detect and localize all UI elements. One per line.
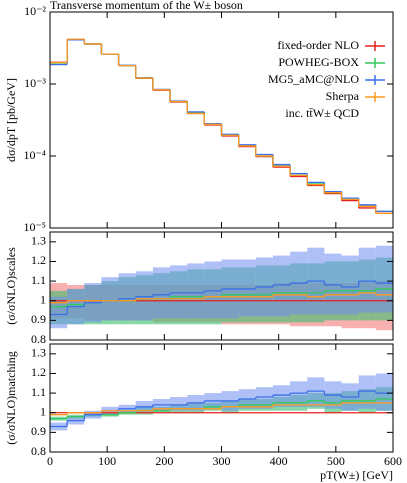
uncertainty-band [324,253,342,315]
y-tick-label: 0.8 [31,332,46,346]
uncertainty-band [272,385,291,407]
y-tick-label: 10⁻⁴ [23,148,46,162]
uncertainty-band [135,271,153,321]
y-tick-label: 1 [40,292,46,306]
y-tick-label: 1 [40,404,46,418]
uncertainty-band [358,247,376,313]
panel: 10⁻⁵ 10⁻⁴ 10⁻³ 10⁻² dσ/dpT [pb/GeV] Transvers… [4,0,394,234]
x-tick-label: 500 [327,454,345,468]
y-tick-label: 10⁻⁵ [23,220,46,234]
uncertainty-band [101,277,119,321]
y-axis-label: dσ/dpT [pb/GeV] [4,78,18,162]
uncertainty-band [307,377,325,407]
y-tick-label: 1.3 [31,234,46,248]
y-tick-label: 1.1 [31,273,46,287]
uncertainty-band [152,267,171,319]
x-tick-label: 400 [270,454,288,468]
y-tick-label: 0.9 [31,312,46,326]
uncertainty-band [375,373,393,411]
legend-label: MG5_aMC@NLO [268,72,359,86]
y-tick-label: 0.8 [31,444,46,458]
legend-label: Sherpa [326,89,360,103]
uncertainty-band [272,255,291,317]
uncertainty-band [375,245,393,313]
panel: 0.8 0.9 1 1.1 1.2 1.3 (σ/σNLO)scales [4,231,394,346]
y-axis-label: (σ/σNLO)matching [4,351,18,445]
legend-label: POWHEG-BOX [278,55,359,69]
legend-note: inc. tt̄W± QCD [285,106,359,120]
panel: 0.8 0.9 1 1.1 1.2 1.3 0 100 200 300 400 500 600 (σ/σN… [4,343,402,482]
x-tick-label: 200 [155,454,173,468]
x-tick-label: 600 [384,454,402,468]
x-tick-label: 300 [213,454,231,468]
uncertainty-band [341,255,359,315]
legend-label: fixed-order NLO [277,38,359,52]
chart-title: Transverse momentum of the W± boson [50,0,243,12]
uncertainty-band [118,273,136,321]
y-tick-label: 1.3 [31,346,46,360]
x-tick-label: 0 [47,454,53,468]
y-tick-label: 1.2 [31,365,46,379]
uncertainty-band [50,296,68,329]
uncertainty-band [170,265,188,319]
y-tick-label: 10⁻² [24,4,46,18]
uncertainty-band [187,263,205,319]
y-tick-label: 1.2 [31,253,46,267]
x-tick-label: 100 [98,454,116,468]
uncertainty-band [290,381,308,407]
uncertainty-band [170,397,188,411]
uncertainty-band [238,259,256,317]
y-tick-label: 0.9 [31,424,46,438]
y-tick-label: 1.1 [31,385,46,399]
y-axis-label: (σ/σNLO)scales [4,247,18,325]
uncertainty-band [204,261,222,319]
y-tick-label: 10⁻³ [24,76,46,90]
uncertainty-band [358,375,376,409]
x-axis-label: pT(W±) [GeV] [320,468,393,482]
uncertainty-band [255,387,273,409]
